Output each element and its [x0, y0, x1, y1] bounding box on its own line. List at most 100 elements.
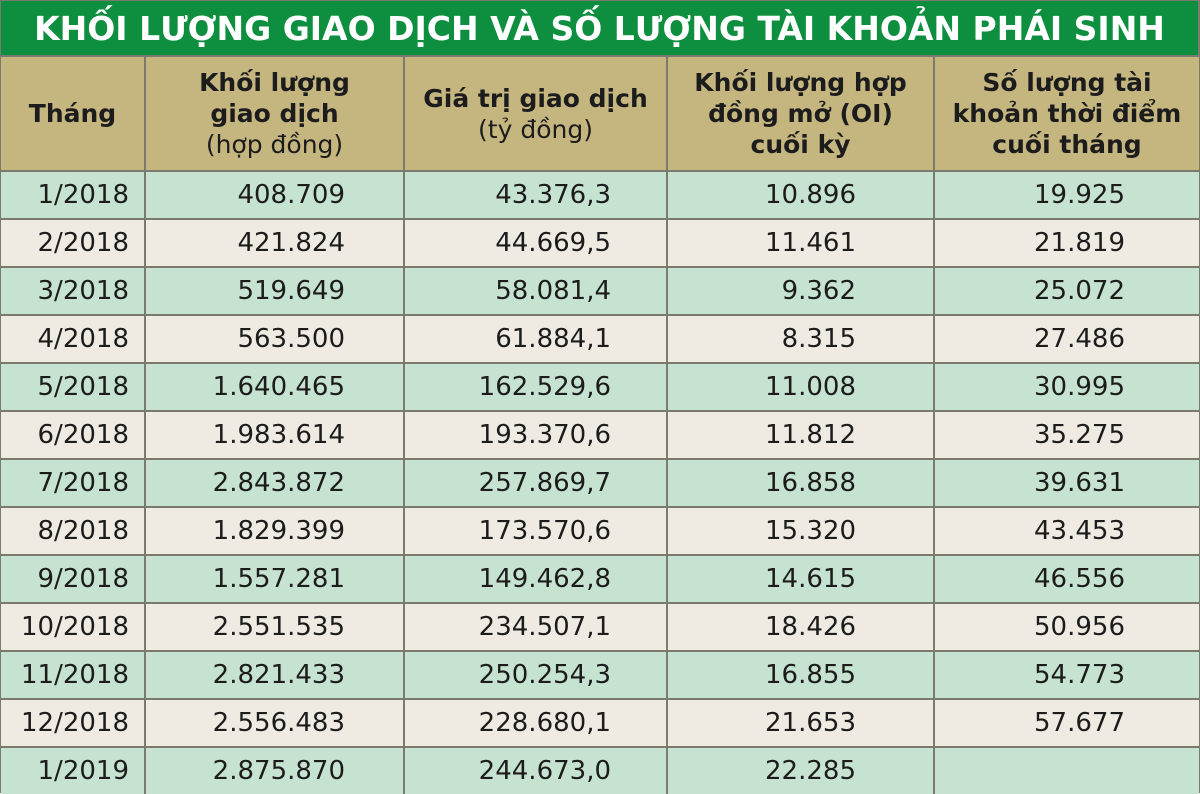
- table-row: 4/2018 563.500 61.884,1 8.315 27.486: [1, 316, 1199, 364]
- month-cell: 5/2018: [1, 364, 146, 412]
- table-body: 1/2018 408.709 43.376,3 10.896 19.925 2/2018 4…: [1, 172, 1199, 794]
- volume-cell: 563.500: [146, 316, 405, 364]
- accounts-cell: 27.486: [935, 316, 1199, 364]
- table-row: 6/2018 1.983.614 193.370,6 11.812 35.275: [1, 412, 1199, 460]
- table-row: 7/2018 2.843.872 257.869,7 16.858 39.631: [1, 460, 1199, 508]
- header-row: Tháng Khối lượng giao dịch (hợp đồng) Gi…: [1, 57, 1199, 172]
- month-cell: 3/2018: [1, 268, 146, 316]
- open-interest-cell: 15.320: [668, 508, 935, 556]
- value-cell: 244.673,0: [405, 748, 668, 794]
- volume-cell: 408.709: [146, 172, 405, 220]
- volume-cell: 1.829.399: [146, 508, 405, 556]
- accounts-cell: 21.819: [935, 220, 1199, 268]
- volume-cell: 1.640.465: [146, 364, 405, 412]
- value-cell: 149.462,8: [405, 556, 668, 604]
- open-interest-cell: 14.615: [668, 556, 935, 604]
- accounts-cell: 57.677: [935, 700, 1199, 748]
- accounts-cell: 19.925: [935, 172, 1199, 220]
- month-cell: 8/2018: [1, 508, 146, 556]
- table-row: 1/2018 408.709 43.376,3 10.896 19.925: [1, 172, 1199, 220]
- value-cell: 234.507,1: [405, 604, 668, 652]
- open-interest-cell: 9.362: [668, 268, 935, 316]
- value-cell: 162.529,6: [405, 364, 668, 412]
- month-cell: 10/2018: [1, 604, 146, 652]
- volume-cell: 2.556.483: [146, 700, 405, 748]
- table-row: 3/2018 519.649 58.081,4 9.362 25.072: [1, 268, 1199, 316]
- value-cell: 173.570,6: [405, 508, 668, 556]
- accounts-cell: [935, 748, 1199, 794]
- table-row: 12/2018 2.556.483 228.680,1 21.653 57.677: [1, 700, 1199, 748]
- month-cell: 9/2018: [1, 556, 146, 604]
- header-volume: Khối lượng giao dịch (hợp đồng): [146, 57, 405, 172]
- header-value-line-1: Giá trị giao dịch: [423, 83, 648, 113]
- accounts-cell: 35.275: [935, 412, 1199, 460]
- accounts-cell: 43.453: [935, 508, 1199, 556]
- header-volume-line-2: giao dịch: [210, 99, 339, 128]
- header-value-unit: (tỷ đồng): [478, 114, 593, 144]
- header-volume-unit: (hợp đồng): [205, 130, 344, 159]
- volume-cell: 519.649: [146, 268, 405, 316]
- volume-cell: 1.557.281: [146, 556, 405, 604]
- derivatives-table: Tháng Khối lượng giao dịch (hợp đồng) Gi…: [1, 57, 1199, 794]
- value-cell: 193.370,6: [405, 412, 668, 460]
- header-open-interest: Khối lượng hợp đồng mở (OI) cuối kỳ: [668, 57, 935, 172]
- value-cell: 43.376,3: [405, 172, 668, 220]
- table-row: 1/2019 2.875.870 244.673,0 22.285: [1, 748, 1199, 794]
- month-cell: 4/2018: [1, 316, 146, 364]
- value-cell: 61.884,1: [405, 316, 668, 364]
- month-cell: 1/2018: [1, 172, 146, 220]
- value-cell: 250.254,3: [405, 652, 668, 700]
- value-cell: 44.669,5: [405, 220, 668, 268]
- header-accounts-line-1: Số lượng tài: [982, 68, 1152, 97]
- open-interest-cell: 10.896: [668, 172, 935, 220]
- open-interest-cell: 8.315: [668, 316, 935, 364]
- table-row: 8/2018 1.829.399 173.570,6 15.320 43.453: [1, 508, 1199, 556]
- volume-cell: 2.821.433: [146, 652, 405, 700]
- table-title: KHỐI LƯỢNG GIAO DỊCH VÀ SỐ LƯỢNG TÀI KHO…: [1, 1, 1198, 55]
- month-cell: 7/2018: [1, 460, 146, 508]
- header-accounts-line-3: cuối tháng: [992, 130, 1142, 159]
- month-cell: 6/2018: [1, 412, 146, 460]
- accounts-cell: 25.072: [935, 268, 1199, 316]
- header-accounts: Số lượng tài khoản thời điểm cuối tháng: [935, 57, 1199, 172]
- header-oi-line-3: cuối kỳ: [750, 130, 851, 159]
- open-interest-cell: 16.858: [668, 460, 935, 508]
- accounts-cell: 39.631: [935, 460, 1199, 508]
- header-volume-line-1: Khối lượng: [199, 68, 350, 97]
- volume-cell: 2.843.872: [146, 460, 405, 508]
- open-interest-cell: 21.653: [668, 700, 935, 748]
- open-interest-cell: 11.461: [668, 220, 935, 268]
- header-oi-line-1: Khối lượng hợp: [694, 68, 907, 97]
- open-interest-cell: 22.285: [668, 748, 935, 794]
- table-row: 10/2018 2.551.535 234.507,1 18.426 50.956: [1, 604, 1199, 652]
- volume-cell: 421.824: [146, 220, 405, 268]
- open-interest-cell: 11.812: [668, 412, 935, 460]
- open-interest-cell: 16.855: [668, 652, 935, 700]
- table-row: 5/2018 1.640.465 162.529,6 11.008 30.995: [1, 364, 1199, 412]
- table-row: 2/2018 421.824 44.669,5 11.461 21.819: [1, 220, 1199, 268]
- volume-cell: 1.983.614: [146, 412, 405, 460]
- month-cell: 12/2018: [1, 700, 146, 748]
- table-row: 11/2018 2.821.433 250.254,3 16.855 54.773: [1, 652, 1199, 700]
- header-month-label: Tháng: [28, 99, 117, 128]
- table-row: 9/2018 1.557.281 149.462,8 14.615 46.556: [1, 556, 1199, 604]
- open-interest-cell: 18.426: [668, 604, 935, 652]
- value-cell: 257.869,7: [405, 460, 668, 508]
- month-cell: 1/2019: [1, 748, 146, 794]
- value-cell: 228.680,1: [405, 700, 668, 748]
- month-cell: 2/2018: [1, 220, 146, 268]
- accounts-cell: 50.956: [935, 604, 1199, 652]
- accounts-cell: 54.773: [935, 652, 1199, 700]
- month-cell: 11/2018: [1, 652, 146, 700]
- accounts-cell: 46.556: [935, 556, 1199, 604]
- header-value: Giá trị giao dịch (tỷ đồng): [405, 57, 668, 172]
- volume-cell: 2.875.870: [146, 748, 405, 794]
- header-month: Tháng: [1, 57, 146, 172]
- header-oi-line-2: đồng mở (OI): [708, 99, 893, 128]
- accounts-cell: 30.995: [935, 364, 1199, 412]
- volume-cell: 2.551.535: [146, 604, 405, 652]
- open-interest-cell: 11.008: [668, 364, 935, 412]
- header-accounts-line-2: khoản thời điểm: [952, 99, 1182, 128]
- value-cell: 58.081,4: [405, 268, 668, 316]
